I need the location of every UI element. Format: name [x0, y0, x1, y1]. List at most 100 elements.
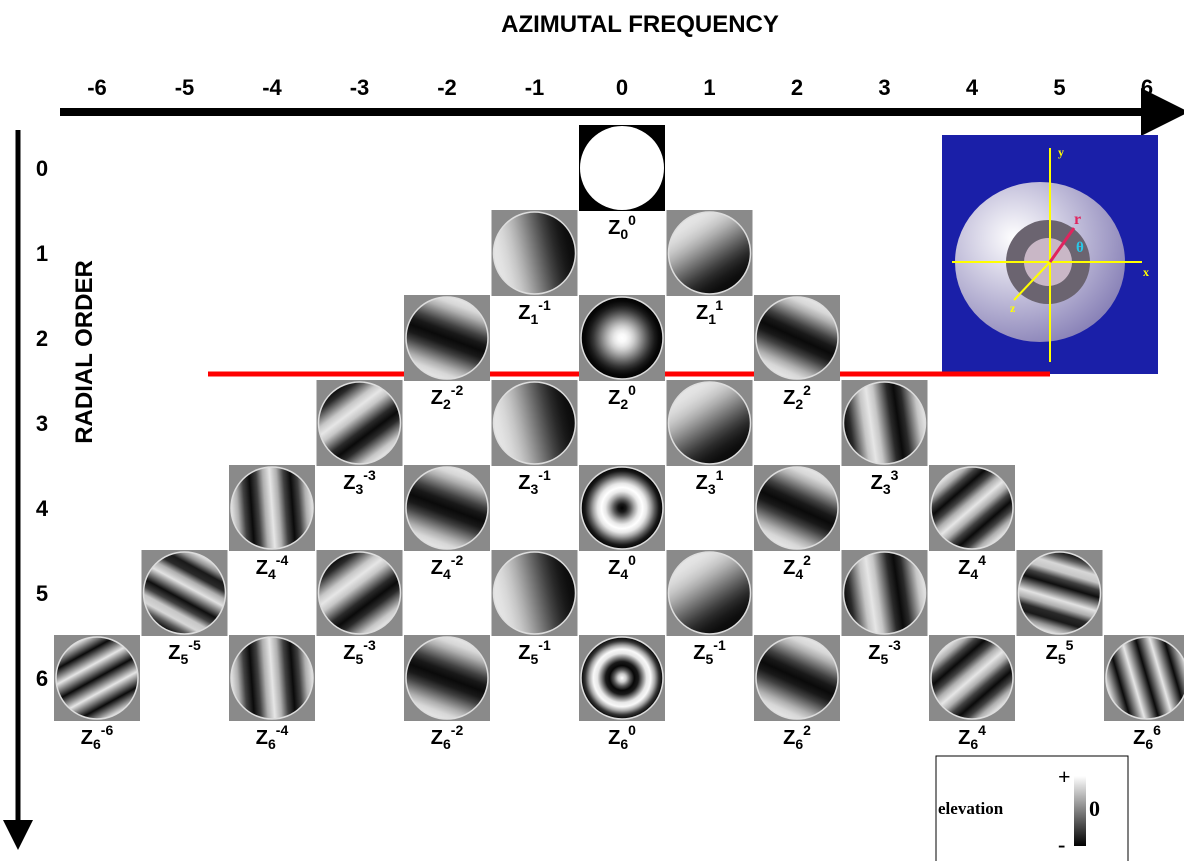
tile-disk: [231, 637, 313, 719]
tile-disk: [844, 382, 926, 464]
tile-label: Z00: [608, 212, 636, 242]
superscript: -2: [451, 722, 464, 738]
tile: [492, 550, 578, 636]
symbol: Z: [431, 727, 443, 749]
tile-label: Z42: [783, 552, 811, 582]
legend: elevation + 0 -: [936, 756, 1128, 861]
tile-label: Z20: [608, 382, 636, 412]
subscript: 3: [355, 481, 363, 497]
y-label: 6: [36, 666, 48, 691]
symbol: Z: [608, 387, 620, 409]
subscript: 5: [880, 651, 888, 667]
tile-disk: [1106, 637, 1184, 719]
x-label: 5: [1053, 75, 1065, 100]
axis-label: θ: [1076, 240, 1084, 256]
tile-label: Z55: [1046, 637, 1074, 667]
superscript: 3: [891, 467, 899, 483]
symbol: Z: [608, 557, 620, 579]
superscript: 2: [803, 382, 811, 398]
tile-disk: [581, 637, 663, 719]
tile-disk: [56, 637, 138, 719]
superscript: -3: [363, 637, 376, 653]
symbol: Z: [431, 557, 443, 579]
axis-label: r: [1074, 211, 1081, 228]
x-label: 0: [616, 75, 628, 100]
superscript: 6: [1153, 722, 1161, 738]
tile-label: Z62: [783, 722, 811, 752]
superscript: 0: [628, 722, 636, 738]
tile-label: Z1-1: [518, 297, 551, 327]
symbol: Z: [256, 727, 268, 749]
tile: [929, 635, 1015, 721]
superscript: 4: [978, 722, 986, 738]
tile: [579, 635, 665, 721]
symbol: Z: [696, 472, 708, 494]
subscript: 6: [443, 736, 451, 752]
legend-minus: -: [1058, 832, 1065, 857]
symbol: Z: [783, 727, 795, 749]
x-label: -4: [262, 75, 282, 100]
symbol: Z: [871, 472, 883, 494]
tile-label: Z5-1: [693, 637, 726, 667]
superscript: 0: [628, 382, 636, 398]
x-label: -6: [87, 75, 107, 100]
superscript: 0: [628, 552, 636, 568]
tile-disk: [231, 467, 313, 549]
tile-label: Z5-3: [343, 637, 376, 667]
tile-label: Z11: [696, 297, 723, 327]
axis-label: x: [1143, 265, 1149, 279]
tile: [142, 550, 228, 636]
subscript: 4: [620, 566, 628, 582]
symbol: Z: [693, 642, 705, 664]
tile: [667, 550, 753, 636]
superscript: -1: [538, 297, 551, 313]
superscript: -3: [363, 467, 376, 483]
superscript: 1: [716, 467, 724, 483]
tile-disk: [406, 467, 488, 549]
tile-disk: [144, 552, 226, 634]
tile-disk: [1019, 552, 1101, 634]
tile-disk: [319, 552, 401, 634]
tile-label: Z33: [871, 467, 899, 497]
tile: [1104, 635, 1184, 721]
subscript: 2: [620, 396, 628, 412]
tile: [754, 295, 840, 381]
y-label: 3: [36, 411, 48, 436]
tile: [667, 380, 753, 466]
tile-disk: [494, 382, 576, 464]
subscript: 6: [1145, 736, 1153, 752]
subscript: 0: [620, 226, 628, 242]
subscript: 5: [705, 651, 713, 667]
y-label: 4: [36, 496, 49, 521]
subscript: 1: [530, 311, 538, 327]
superscript: -4: [276, 552, 289, 568]
superscript: -4: [276, 722, 289, 738]
tile: [1017, 550, 1103, 636]
tile-disk: [931, 637, 1013, 719]
tile: [579, 295, 665, 381]
subscript: 4: [268, 566, 276, 582]
tile-label: Z5-5: [168, 637, 201, 667]
tile: [492, 210, 578, 296]
y-title: RADIAL ORDER: [71, 260, 98, 444]
superscript: -1: [538, 637, 551, 653]
tile: [229, 465, 315, 551]
inset: y x z r θ: [942, 135, 1158, 374]
superscript: 5: [1066, 637, 1074, 653]
superscript: -2: [451, 552, 464, 568]
tile-label: Z5-3: [868, 637, 901, 667]
tile: [317, 550, 403, 636]
tile-label: Z5-1: [518, 637, 551, 667]
tile-label: Z3-1: [518, 467, 551, 497]
x-label: -2: [437, 75, 457, 100]
symbol: Z: [431, 387, 443, 409]
symbol: Z: [518, 302, 530, 324]
superscript: -1: [538, 467, 551, 483]
subscript: 3: [883, 481, 891, 497]
x-label: 2: [791, 75, 803, 100]
subscript: 3: [530, 481, 538, 497]
tile-disk: [756, 637, 838, 719]
symbol: Z: [343, 472, 355, 494]
symbol: Z: [783, 387, 795, 409]
diagram: AZIMUTAL FREQUENCY RADIAL ORDER y x z r …: [0, 0, 1184, 861]
